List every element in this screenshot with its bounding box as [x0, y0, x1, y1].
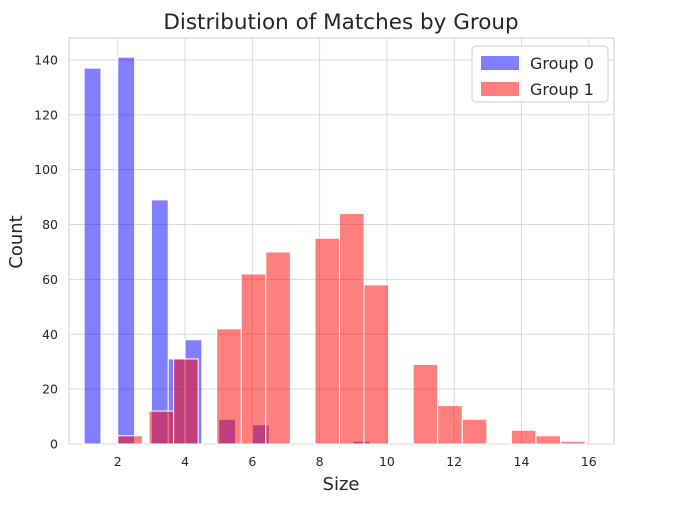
- x-tick-label: 14: [514, 454, 530, 469]
- y-tick-label: 100: [34, 162, 58, 177]
- y-tick-label: 80: [42, 217, 58, 232]
- legend-label: Group 1: [530, 80, 594, 99]
- chart-title: Distribution of Matches by Group: [163, 10, 518, 35]
- bar-group-0: [150, 199, 169, 445]
- bar-group-0: [117, 56, 136, 445]
- legend-label: Group 0: [530, 54, 594, 73]
- bars-layer: [83, 56, 586, 445]
- bar-group-1: [216, 328, 242, 445]
- y-tick-label: 0: [50, 437, 58, 452]
- bar-group-1: [461, 418, 488, 445]
- bar-group-1: [240, 273, 267, 445]
- bar-group-1: [148, 410, 175, 445]
- bar-group-1: [338, 213, 365, 445]
- legend-swatch: [481, 56, 519, 70]
- legend-swatch: [481, 82, 519, 96]
- y-tick-label: 40: [42, 327, 58, 342]
- legend: Group 0 Group 1: [471, 45, 609, 103]
- x-tick-label: 6: [248, 454, 256, 469]
- y-tick-labels: 0 20 40 60 80 100 120 140: [34, 52, 58, 451]
- bar-group-1: [560, 440, 586, 445]
- x-tick-label: 2: [114, 454, 122, 469]
- bar-group-1: [117, 435, 143, 445]
- bar-group-0: [83, 67, 102, 445]
- bar-group-1: [535, 435, 562, 445]
- y-tick-label: 140: [34, 52, 58, 67]
- x-tick-label: 10: [379, 454, 395, 469]
- bar-group-1: [265, 251, 291, 445]
- y-tick-label: 60: [42, 272, 58, 287]
- bar-group-1: [173, 358, 199, 445]
- x-tick-labels: 2 4 6 8 10 12 14 16: [114, 454, 597, 469]
- y-tick-label: 120: [34, 107, 58, 122]
- x-tick-label: 4: [181, 454, 189, 469]
- bar-group-1: [510, 429, 537, 445]
- y-axis-label: Count: [6, 215, 27, 268]
- bar-group-1: [363, 284, 390, 445]
- bar-group-1: [314, 237, 340, 445]
- x-tick-label: 8: [316, 454, 324, 469]
- bar-group-1: [437, 405, 463, 445]
- y-tick-label: 20: [42, 382, 58, 397]
- bar-group-1: [412, 363, 439, 445]
- x-tick-label: 12: [446, 454, 462, 469]
- x-tick-label: 16: [581, 454, 597, 469]
- x-axis-label: Size: [323, 474, 360, 495]
